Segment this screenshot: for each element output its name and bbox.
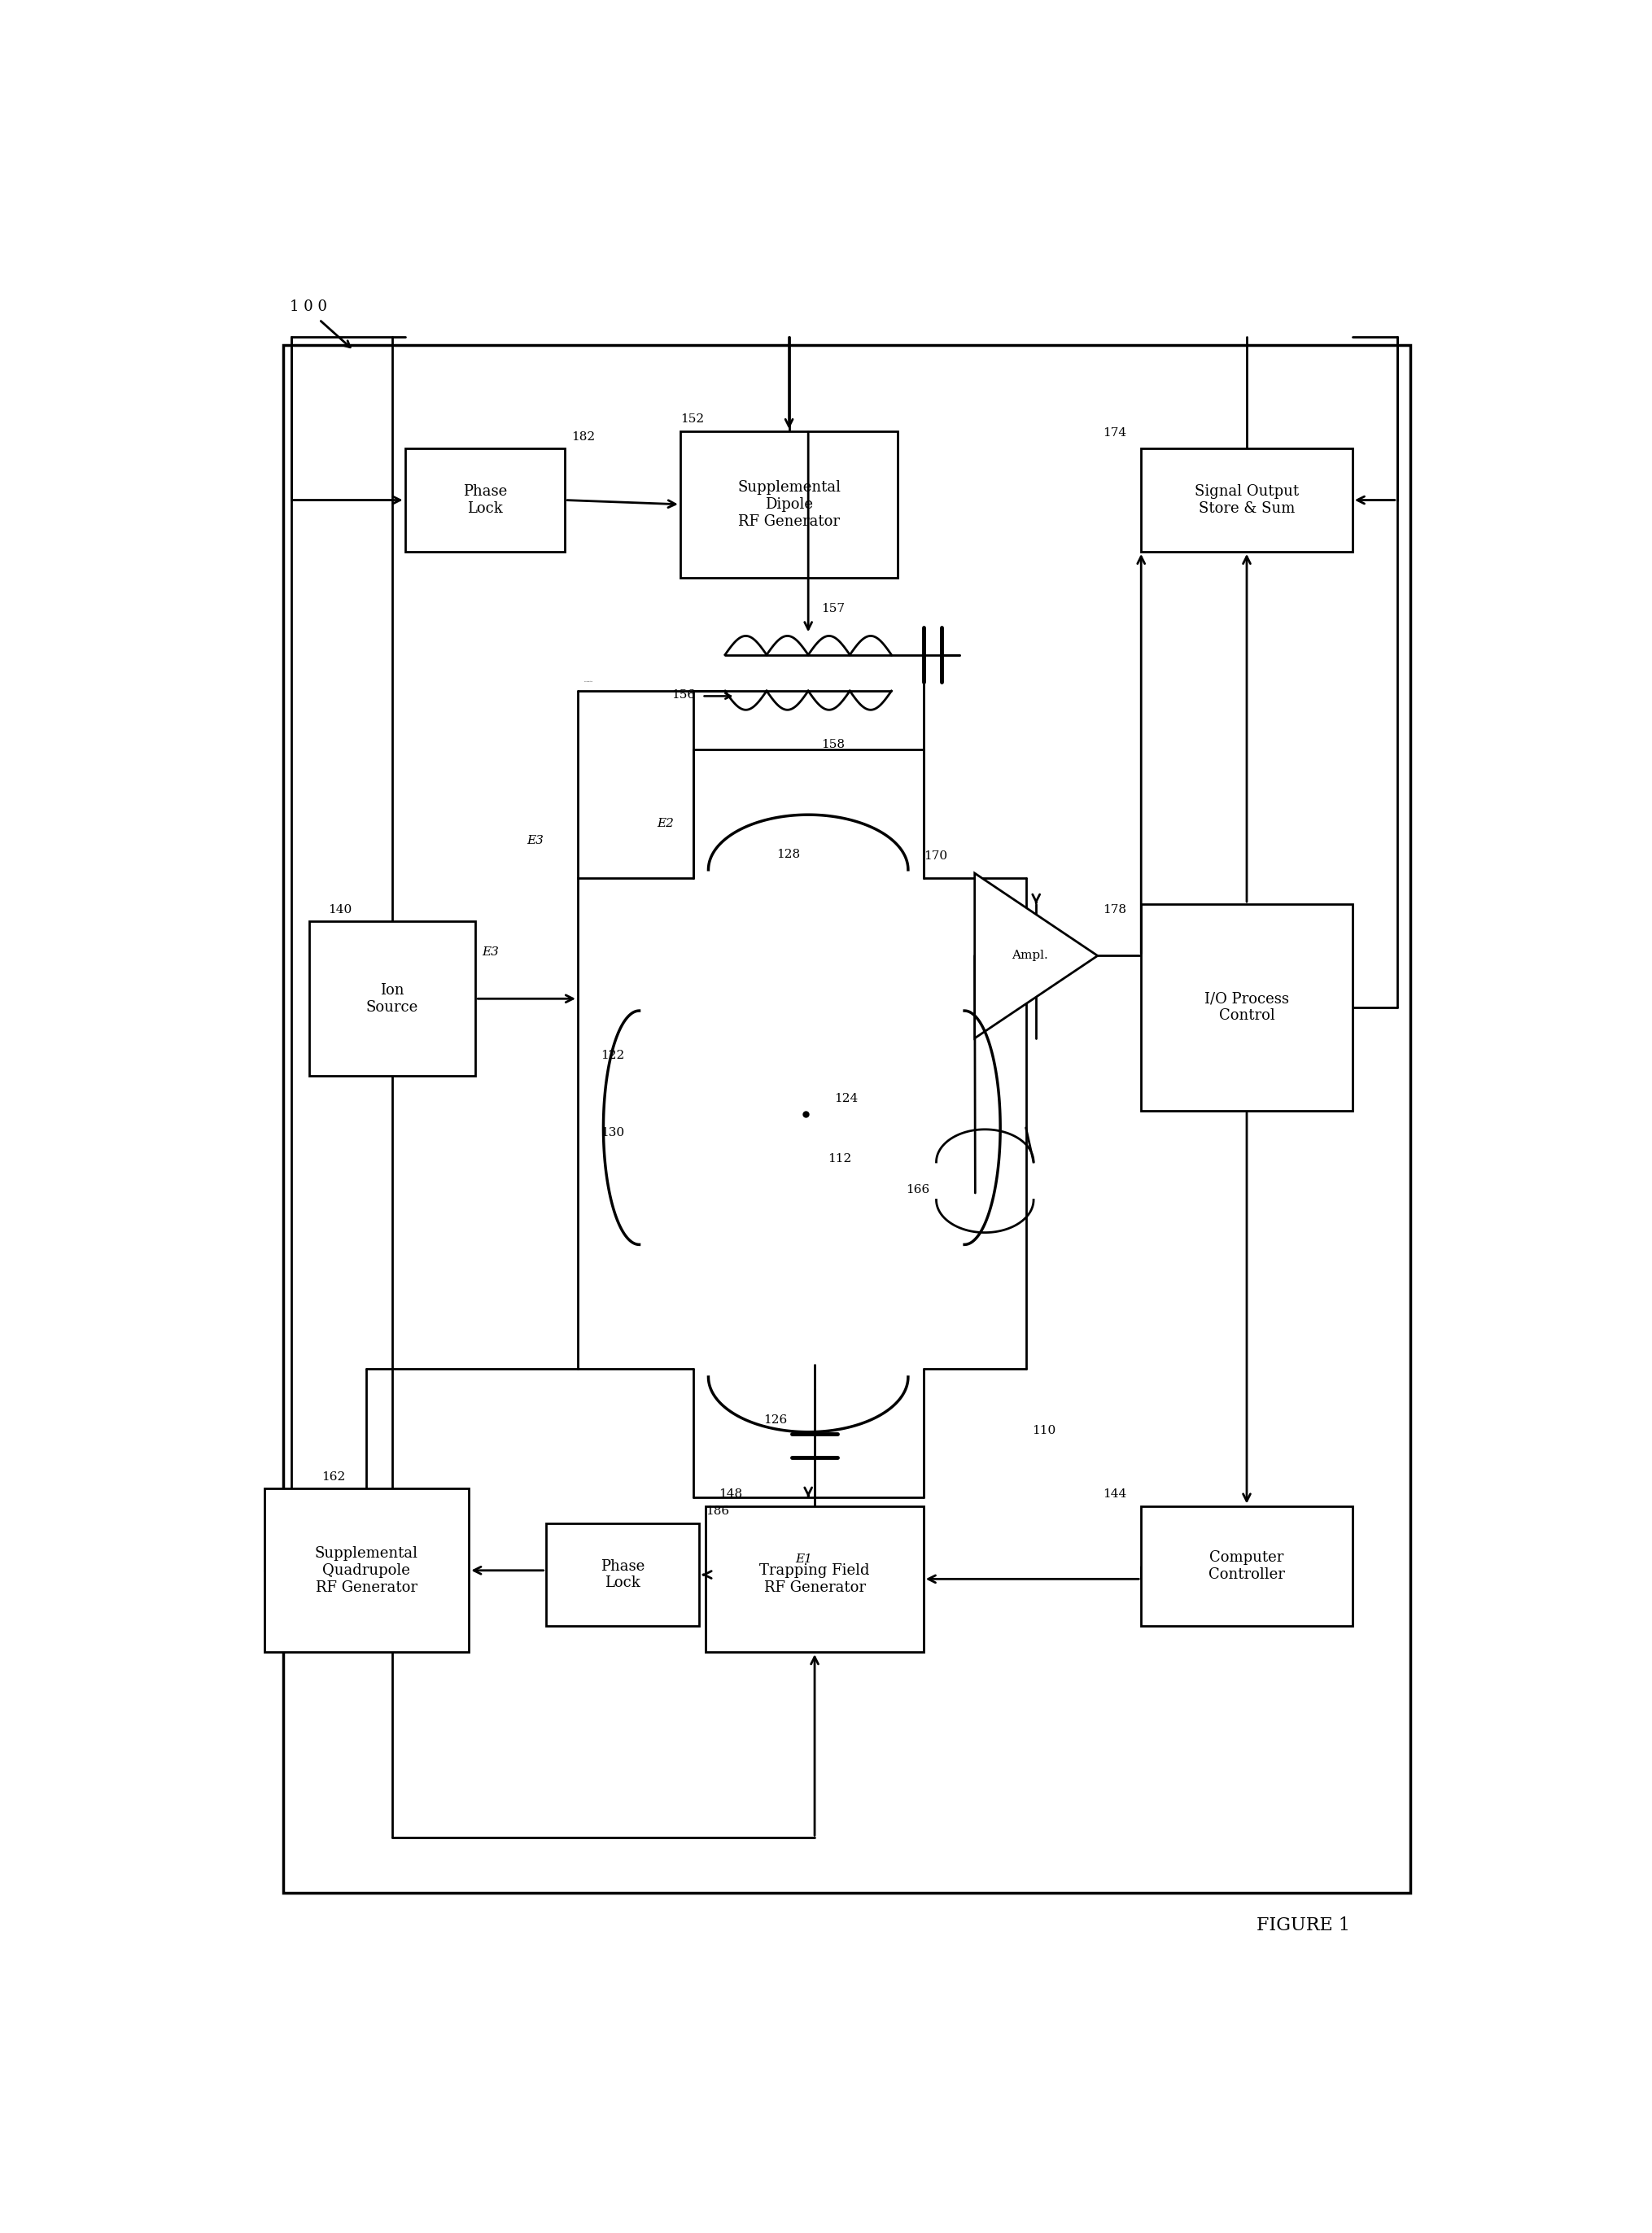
- Text: Computer
Controller: Computer Controller: [1209, 1550, 1285, 1581]
- Text: 182: 182: [572, 431, 595, 442]
- Text: Supplemental
Quadrupole
RF Generator: Supplemental Quadrupole RF Generator: [316, 1545, 418, 1594]
- Text: 126: 126: [763, 1413, 788, 1427]
- Text: FIGURE 1: FIGURE 1: [1256, 1916, 1350, 1934]
- Text: 1 0 0: 1 0 0: [289, 299, 327, 315]
- Text: 174: 174: [1102, 427, 1127, 440]
- Text: E3: E3: [482, 947, 499, 958]
- Bar: [681, 431, 899, 578]
- Bar: [264, 1489, 469, 1652]
- Text: 148: 148: [719, 1489, 742, 1501]
- Text: 140: 140: [329, 904, 352, 916]
- Bar: [405, 449, 565, 552]
- Text: Ampl.: Ampl.: [1011, 949, 1049, 962]
- Text: 186: 186: [705, 1505, 730, 1516]
- Text: 122: 122: [601, 1050, 624, 1061]
- Text: 110: 110: [1032, 1425, 1056, 1436]
- Text: 130: 130: [601, 1128, 624, 1139]
- Text: Ion
Source: Ion Source: [367, 983, 418, 1014]
- Text: Phase
Lock: Phase Lock: [601, 1559, 644, 1590]
- Text: 156: 156: [671, 688, 695, 701]
- Text: 170: 170: [923, 851, 947, 862]
- Bar: [284, 346, 1409, 1894]
- Text: 162: 162: [322, 1472, 345, 1483]
- Text: E1: E1: [795, 1554, 813, 1565]
- Text: 157: 157: [821, 603, 844, 614]
- Polygon shape: [975, 873, 1097, 1038]
- Text: Signal Output
Store & Sum: Signal Output Store & Sum: [1194, 485, 1298, 516]
- Text: 178: 178: [1102, 904, 1127, 916]
- Text: 112: 112: [828, 1152, 851, 1163]
- Bar: [1142, 1505, 1353, 1626]
- Bar: [705, 1505, 923, 1652]
- Text: Phase
Lock: Phase Lock: [463, 485, 507, 516]
- Text: 166: 166: [905, 1183, 930, 1195]
- Text: 124: 124: [834, 1092, 857, 1105]
- Bar: [1142, 904, 1353, 1110]
- Bar: [309, 922, 476, 1076]
- Text: I/O Process
Control: I/O Process Control: [1204, 991, 1289, 1023]
- Text: E3: E3: [527, 835, 544, 846]
- Bar: [1142, 449, 1353, 552]
- Text: 144: 144: [1102, 1489, 1127, 1501]
- Text: 158: 158: [821, 739, 844, 750]
- Text: 152: 152: [681, 413, 704, 424]
- Bar: [545, 1523, 699, 1626]
- Text: E2: E2: [657, 817, 674, 828]
- Text: Supplemental
Dipole
RF Generator: Supplemental Dipole RF Generator: [737, 480, 841, 529]
- Text: 128: 128: [776, 849, 800, 860]
- Text: Trapping Field
RF Generator: Trapping Field RF Generator: [760, 1563, 869, 1594]
